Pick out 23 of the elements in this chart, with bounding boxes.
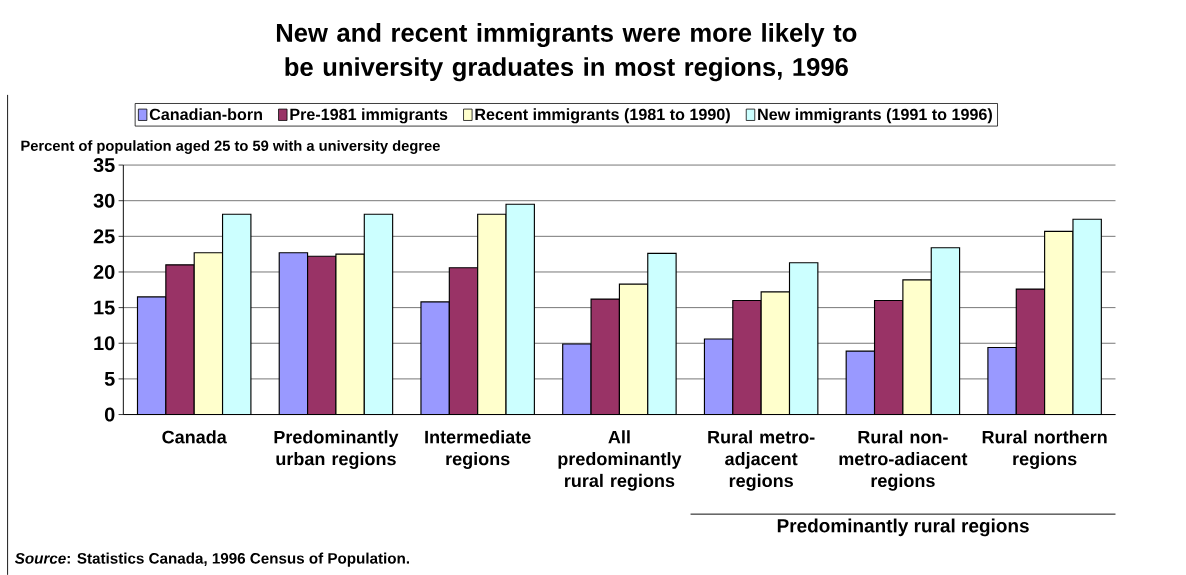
x-tick-label: Predominantly urban regions xyxy=(274,430,399,469)
x-tick-label: Rural metro-adjacent regions xyxy=(708,430,815,491)
y-tick-label: 5 xyxy=(104,371,115,386)
y-tick-label: 25 xyxy=(93,229,115,244)
x-tick-label: Intermediate regions xyxy=(425,430,531,469)
chart-title: New and recent immigrants were more likely to be university graduates in most regions, 1996 xyxy=(276,22,857,82)
text: Source: Statistics Canada, 1996 Census of Population. xyxy=(14,552,409,567)
legend-label: Pre-1981 immigrants xyxy=(290,108,448,124)
y-tick-label: 30 xyxy=(93,193,115,208)
x-tick-label: All predominantly rural regions xyxy=(558,430,682,491)
legend-label: Recent immigrants (1981 to 1990) xyxy=(475,108,730,124)
y-tick-label: 0 xyxy=(104,407,115,422)
text: Predominantly rural regions xyxy=(777,518,1029,537)
y-axis-title: Percent of population aged 25 to 59 with a university degree xyxy=(21,139,440,154)
y-tick-label: 10 xyxy=(94,336,115,351)
legend-label: Canadian-born xyxy=(149,108,262,120)
y-tick-label: 20 xyxy=(93,264,115,279)
x-tick-label: Canada xyxy=(162,430,227,444)
legend-label: New immigrants (1991 to 1996) xyxy=(758,108,992,124)
y-tick-label: 35 xyxy=(93,157,115,172)
y-tick-label: 15 xyxy=(94,300,115,315)
x-tick-label: Rural non-metro-adiacent regions xyxy=(839,430,968,491)
x-tick-label: Rural northern regions xyxy=(982,430,1107,469)
